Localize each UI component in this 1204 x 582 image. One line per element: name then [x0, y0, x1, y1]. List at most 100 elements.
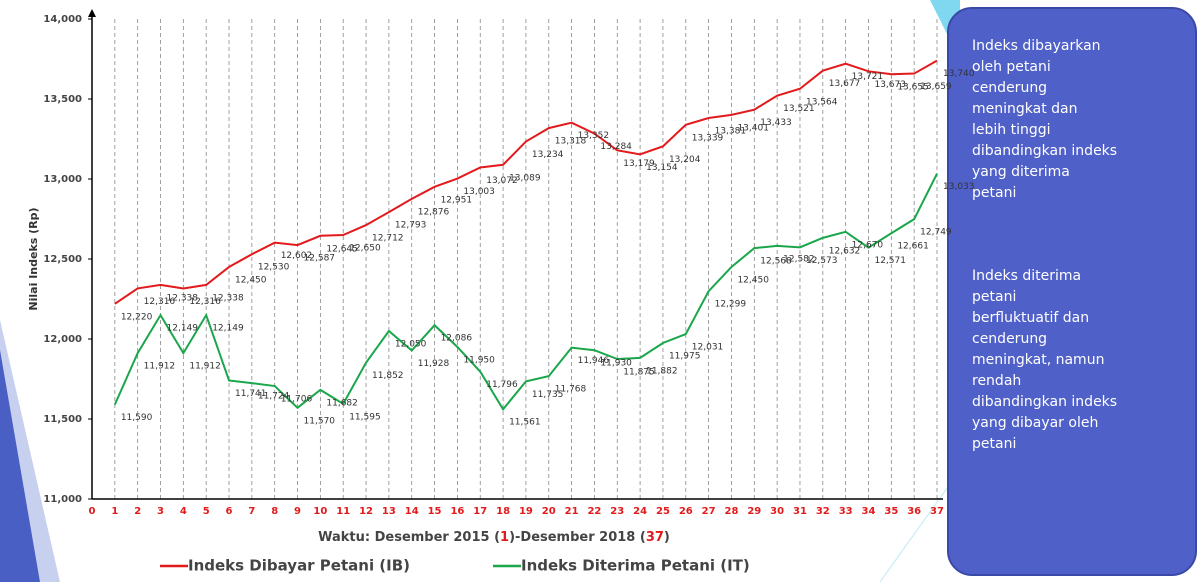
value-label: 12,316	[189, 297, 221, 307]
x-tick-label: 32	[816, 506, 830, 517]
x-tick-label: 13	[382, 506, 396, 517]
value-label: 12,338	[167, 293, 199, 303]
note-text: petani	[972, 289, 1016, 305]
value-label: 11,796	[486, 380, 518, 390]
legend-label: Indeks Diterima Petani (IT)	[521, 557, 750, 575]
value-label: 12,450	[235, 276, 267, 286]
value-label: 13,401	[737, 123, 769, 133]
x-tick-label: 23	[610, 506, 624, 517]
value-label: 12,568	[760, 257, 792, 267]
value-label: 12,650	[349, 244, 381, 254]
value-label: 12,220	[121, 312, 153, 322]
value-label: 13,564	[806, 97, 838, 107]
value-label: 12,149	[167, 324, 199, 334]
value-label: 13,072	[486, 176, 518, 186]
note-text: lebih tinggi	[972, 122, 1051, 138]
value-label: 12,031	[692, 343, 724, 353]
value-label: 11,682	[326, 398, 358, 408]
x-tick-label: 0	[89, 506, 96, 517]
y-tick-label: 13,000	[43, 174, 82, 185]
x-tick-label: 21	[565, 506, 579, 517]
value-label: 13,089	[509, 173, 541, 183]
value-label: 12,876	[418, 207, 450, 217]
value-label: 11,768	[555, 385, 587, 395]
value-label: 12,793	[395, 221, 427, 231]
note-text: berfluktuatif dan	[972, 310, 1089, 326]
value-label: 11,950	[463, 356, 495, 366]
value-label: 13,721	[852, 72, 884, 82]
note-text: yang dibayar oleh	[972, 415, 1098, 431]
x-label-part: 37	[646, 530, 664, 545]
value-label: 11,595	[349, 412, 381, 422]
note-text: petani	[972, 185, 1016, 201]
value-label: 13,433	[760, 118, 792, 128]
x-tick-label: 10	[313, 506, 327, 517]
value-label: 13,339	[692, 133, 724, 143]
x-tick-label: 37	[930, 506, 944, 517]
x-tick-label: 15	[428, 506, 442, 517]
note-text: meningkat dan	[972, 101, 1078, 117]
value-label: 11,928	[418, 359, 450, 369]
value-label: 13,677	[829, 79, 861, 89]
x-tick-label: 19	[519, 506, 533, 517]
x-tick-label: 22	[587, 506, 601, 517]
value-label: 11,975	[669, 352, 701, 362]
x-tick-label: 28	[724, 506, 738, 517]
x-tick-label: 16	[450, 506, 464, 517]
y-tick-label: 12,500	[43, 254, 82, 265]
x-tick-label: 25	[656, 506, 670, 517]
value-label: 13,179	[623, 159, 655, 169]
note-text: rendah	[972, 373, 1021, 389]
x-tick-label: 27	[702, 506, 716, 517]
x-tick-label: 30	[770, 506, 784, 517]
value-label: 13,352	[578, 131, 610, 141]
note-text: petani	[972, 436, 1016, 452]
value-label: 12,316	[144, 297, 176, 307]
x-tick-label: 5	[203, 506, 210, 517]
value-label: 13,673	[874, 80, 906, 90]
x-label-part: Waktu: Desember 2015 (	[318, 530, 500, 545]
value-label: 11,735	[532, 390, 564, 400]
y-axis-label: Nilai Indeks (Rp)	[27, 207, 40, 310]
note-text: Indeks dibayarkan	[972, 38, 1101, 54]
value-label: 11,590	[121, 413, 153, 423]
value-label: 13,655	[897, 83, 929, 93]
value-label: 12,645	[326, 244, 358, 254]
x-tick-label: 34	[862, 506, 876, 517]
value-label: 12,450	[737, 276, 769, 286]
x-tick-label: 14	[405, 506, 419, 517]
x-tick-label: 17	[473, 506, 487, 517]
x-tick-label: 35	[884, 506, 898, 517]
value-label: 12,582	[783, 254, 815, 264]
value-label: 12,573	[806, 256, 838, 266]
value-label: 13,659	[920, 82, 952, 92]
x-label-part: 1	[500, 530, 509, 545]
x-tick-label: 4	[180, 506, 187, 517]
value-label: 12,050	[395, 340, 427, 350]
value-label: 13,234	[532, 150, 564, 160]
note-text: cenderung	[972, 331, 1047, 347]
x-tick-label: 24	[633, 506, 647, 517]
x-tick-label: 3	[157, 506, 164, 517]
value-label: 11,946	[578, 356, 610, 366]
note-text: cenderung	[972, 80, 1047, 96]
series-line	[113, 173, 938, 411]
x-tick-label: 7	[248, 506, 255, 517]
value-label: 11,875	[623, 368, 655, 378]
x-tick-label: 2	[134, 506, 141, 517]
y-tick-label: 11,500	[43, 414, 82, 425]
value-label: 11,882	[646, 366, 678, 376]
value-label: 13,284	[600, 142, 632, 152]
x-label-part: )	[664, 530, 670, 545]
decor	[879, 469, 961, 582]
value-label: 12,670	[852, 240, 884, 250]
x-tick-label: 9	[294, 506, 301, 517]
value-label: 12,149	[212, 324, 244, 334]
legend-label: Indeks Dibayar Petani (IB)	[188, 557, 410, 575]
note-text: dibandingkan indeks	[972, 143, 1117, 159]
decor	[0, 320, 60, 582]
value-label: 11,852	[372, 371, 404, 381]
y-tick-label: 11,000	[43, 494, 82, 505]
value-label: 13,381	[715, 127, 747, 137]
